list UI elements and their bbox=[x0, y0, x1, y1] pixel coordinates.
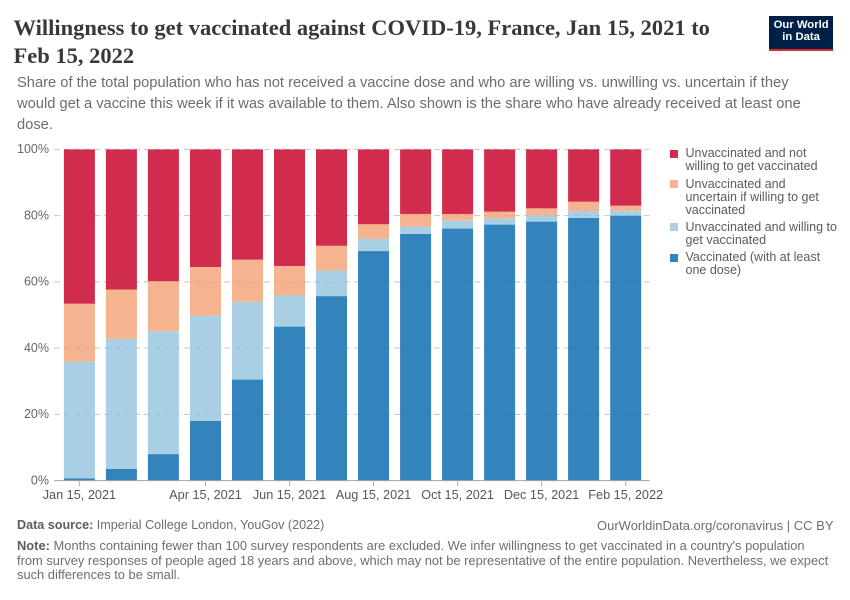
svg-text:20%: 20% bbox=[24, 407, 49, 421]
svg-text:60%: 60% bbox=[24, 275, 49, 289]
svg-text:80%: 80% bbox=[24, 208, 49, 222]
svg-text:Aug 15, 2021: Aug 15, 2021 bbox=[336, 488, 412, 502]
svg-text:Oct 15, 2021: Oct 15, 2021 bbox=[421, 488, 494, 502]
svg-text:Apr 15, 2021: Apr 15, 2021 bbox=[169, 488, 242, 502]
svg-text:40%: 40% bbox=[24, 341, 49, 355]
svg-text:Feb 15, 2022: Feb 15, 2022 bbox=[588, 488, 663, 502]
svg-text:Dec 15, 2021: Dec 15, 2021 bbox=[504, 488, 579, 502]
svg-text:0%: 0% bbox=[31, 473, 49, 487]
svg-text:Jan 15, 2021: Jan 15, 2021 bbox=[43, 488, 116, 502]
svg-text:Jun 15, 2021: Jun 15, 2021 bbox=[253, 488, 326, 502]
svg-text:100%: 100% bbox=[17, 142, 49, 156]
